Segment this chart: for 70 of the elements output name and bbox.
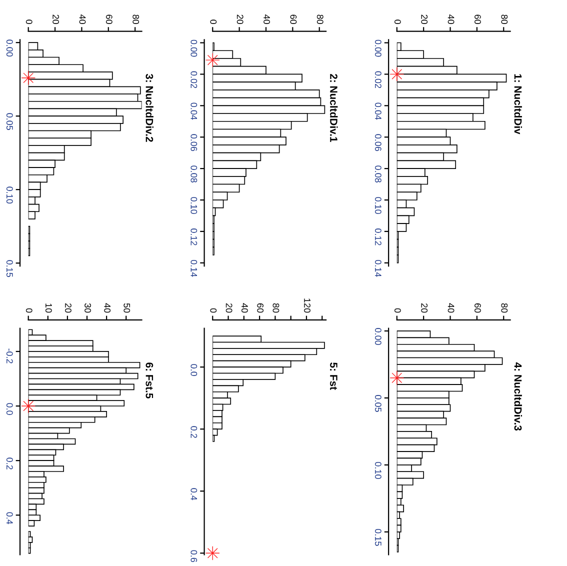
y-tick-label: 0.14 xyxy=(190,260,198,277)
y-tick-label: 0.00 xyxy=(6,40,13,57)
x-tick-label: 60 xyxy=(106,14,112,24)
x-tick-label: 40 xyxy=(79,14,86,24)
x-tick-label: 0 xyxy=(394,20,401,24)
text: 2: NucltdDiv.1 xyxy=(330,74,338,142)
x-tick-label: 0 xyxy=(210,20,217,24)
x-tick-label: 80 xyxy=(501,14,508,24)
x-tick-label: 50 xyxy=(124,303,130,313)
y-tick-label: 0.10 xyxy=(374,197,382,214)
y-tick-label: 0.00 xyxy=(374,40,382,57)
x-tick-label: 40 xyxy=(264,14,270,24)
y-tick-label: 0.06 xyxy=(374,134,382,151)
text: 3: NucltdDiv.2 xyxy=(146,74,154,142)
x-tick-label: 80 xyxy=(272,303,280,313)
y-tick-label: 0.2 xyxy=(6,458,13,470)
y-tick-label: 0.05 xyxy=(374,395,382,412)
y-tick-label: 0.2 xyxy=(190,426,198,438)
y-tick-label: 0.00 xyxy=(374,328,382,345)
x-tick-label: 80 xyxy=(316,14,324,24)
y-tick-label: 0.10 xyxy=(374,462,382,479)
x-tick-label: 20 xyxy=(226,303,232,313)
y-tick-label: 0.08 xyxy=(190,166,198,182)
x-tick-label: 20 xyxy=(421,303,428,313)
x-tick-label: 20 xyxy=(236,14,244,24)
x-tick-label: 0 xyxy=(394,308,401,313)
y-tick-label: 0.0 xyxy=(190,364,198,376)
x-tick-label: 120 xyxy=(304,298,310,313)
x-tick-label: 20 xyxy=(52,14,59,24)
y-tick-label: 0.4 xyxy=(190,488,198,500)
y-tick-label: 0.12 xyxy=(374,228,382,246)
y-tick-label: 0.4 xyxy=(6,512,13,524)
y-tick-label: 0.12 xyxy=(190,228,198,246)
y-tick-label: 0.0 xyxy=(6,403,13,415)
text: 5: Fst xyxy=(330,362,338,390)
x-tick-label: 20 xyxy=(65,303,72,313)
y-tick-label: 0.04 xyxy=(190,102,198,120)
y-tick-label: 0.04 xyxy=(374,102,382,120)
x-tick-label: 40 xyxy=(241,303,248,313)
x-tick-label: 60 xyxy=(257,303,264,313)
y-tick-label: 0.15 xyxy=(374,528,382,546)
x-tick-label: 0 xyxy=(26,20,32,24)
y-tick-label: 0.14 xyxy=(374,260,382,277)
y-tick-label: -0.2 xyxy=(6,348,13,364)
x-tick-label: 0 xyxy=(210,308,217,313)
y-tick-label: 0.02 xyxy=(190,71,198,88)
x-tick-label: 80 xyxy=(132,14,140,24)
y-tick-label: 0.02 xyxy=(374,71,382,88)
x-tick-label: 40 xyxy=(448,303,454,313)
x-tick-label: 20 xyxy=(421,14,428,24)
text: 4: NucltdDiv.3 xyxy=(514,362,522,431)
x-tick-label: 40 xyxy=(104,303,111,313)
y-tick-label: 0.05 xyxy=(6,113,13,130)
text: 1: NucltdDiv xyxy=(514,74,522,134)
y-tick-label: 0.15 xyxy=(6,260,13,277)
x-tick-label: 30 xyxy=(84,303,91,313)
y-tick-label: 0.10 xyxy=(190,197,198,214)
y-tick-label: 0.06 xyxy=(190,134,198,151)
y-tick-label: 0.6 xyxy=(190,550,198,562)
text: 6: Fst.5 xyxy=(146,362,154,398)
x-tick-label: 40 xyxy=(448,14,454,24)
x-tick-label: 60 xyxy=(290,14,297,24)
y-tick-label: 0.08 xyxy=(374,166,382,182)
x-tick-label: 80 xyxy=(501,303,508,313)
x-tick-label: 60 xyxy=(474,303,481,313)
x-tick-label: 0 xyxy=(26,308,32,313)
y-tick-label: 0.10 xyxy=(6,186,13,204)
x-tick-label: 10 xyxy=(45,304,52,313)
x-tick-label: 60 xyxy=(474,14,481,24)
y-tick-label: 0.00 xyxy=(190,40,198,57)
